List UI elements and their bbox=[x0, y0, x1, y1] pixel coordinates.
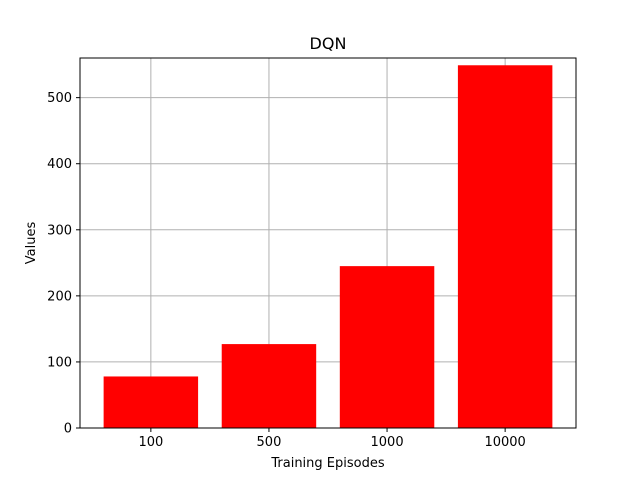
y-tick-label: 200 bbox=[47, 289, 72, 304]
x-tick-label: 500 bbox=[257, 435, 282, 450]
x-axis-ticks: 100 500 1000 10000 bbox=[138, 428, 526, 450]
x-tick-label: 100 bbox=[138, 435, 163, 450]
x-axis-label: Training Episodes bbox=[270, 456, 384, 471]
y-axis-label: Values bbox=[24, 222, 39, 265]
y-axis-ticks: 0 100 200 300 400 500 bbox=[47, 91, 80, 437]
bar bbox=[339, 266, 435, 428]
y-tick-label: 100 bbox=[47, 355, 72, 370]
bar bbox=[103, 376, 199, 428]
y-tick-label: 0 bbox=[64, 422, 72, 437]
x-tick-label: 1000 bbox=[371, 435, 404, 450]
bar bbox=[457, 65, 553, 429]
bars bbox=[103, 65, 553, 429]
y-tick-label: 300 bbox=[47, 223, 72, 238]
chart-title: DQN bbox=[310, 34, 347, 53]
plot-frame bbox=[79, 57, 577, 429]
y-tick-label: 500 bbox=[47, 91, 72, 106]
y-tick-label: 400 bbox=[47, 157, 72, 172]
x-tick-label: 10000 bbox=[484, 435, 525, 450]
bar bbox=[221, 344, 317, 428]
